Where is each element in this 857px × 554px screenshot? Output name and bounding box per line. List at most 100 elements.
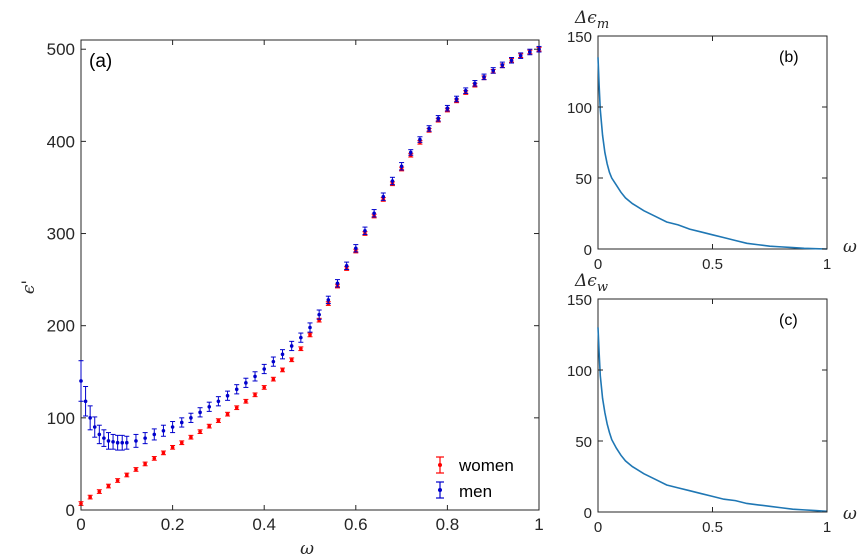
women-point — [143, 462, 147, 466]
men-point — [102, 436, 106, 440]
panel-a-ytick-label: 400 — [47, 132, 75, 151]
women-point — [299, 346, 303, 351]
men-point — [179, 420, 184, 425]
men-point — [143, 436, 147, 440]
women-point — [134, 467, 138, 472]
women-point — [253, 393, 257, 397]
men-point — [299, 335, 303, 340]
panel-c-ylabel-main: Δϵ — [574, 271, 597, 291]
men-point — [216, 399, 221, 404]
panel-b-ytick-label: 0 — [584, 242, 592, 259]
panel-a-ytick-label: 0 — [66, 501, 75, 520]
legend-men-label: men — [459, 482, 492, 501]
men-point — [92, 425, 97, 429]
panel-b-ticks: 0 0.5 1 0 50 100 150 — [567, 29, 831, 273]
women-point — [198, 429, 202, 434]
panel-c-ytick-label: 0 — [584, 505, 592, 522]
panel-b-xtick-label: 1 — [823, 256, 831, 273]
women-point — [106, 484, 111, 488]
women-point — [79, 501, 83, 506]
men-point — [473, 81, 477, 86]
men-point — [189, 416, 193, 420]
panel-c-label: (c) — [779, 312, 798, 329]
men-point — [509, 58, 514, 63]
panel-c-ytick-label: 50 — [575, 434, 592, 451]
women-point — [170, 445, 175, 450]
women-point — [262, 385, 267, 390]
panel-a-ytick-label: 100 — [47, 409, 75, 428]
women-point — [189, 435, 193, 439]
panel-b-ylabel: Δϵm — [574, 8, 609, 32]
legend-women-label: women — [458, 456, 514, 475]
men-point — [207, 404, 212, 409]
panel-a-xlabel: ω — [300, 539, 314, 554]
men-point — [482, 75, 486, 79]
legend-men-marker — [438, 488, 442, 492]
panel-b-marks — [597, 57, 828, 250]
panel-b-xtick-label: 0 — [594, 256, 602, 273]
panel-b-xlabel: ω — [843, 237, 857, 257]
legend-women-marker — [438, 463, 442, 467]
panel-b: 0 0.5 1 0 50 100 150 (b) Δϵm ω — [567, 8, 857, 273]
women-point — [88, 495, 92, 499]
men-point — [280, 352, 285, 357]
panel-b-ytick-label: 100 — [567, 100, 592, 117]
legend: women men — [436, 456, 514, 501]
men-point — [79, 379, 83, 383]
panel-c-ylabel-sub: w — [597, 280, 608, 295]
panel-a-ytick-label: 500 — [47, 40, 75, 59]
panel-c-marks — [597, 327, 828, 513]
men-point — [234, 387, 239, 392]
men-point — [344, 263, 349, 268]
panel-c: 0 0.5 1 0 50 100 150 (c) Δϵw ω — [567, 271, 857, 536]
panel-a-label: (a) — [89, 51, 112, 72]
panel-c-xtick-label: 0 — [594, 519, 602, 536]
women-point — [179, 440, 184, 445]
panel-b-ylabel-sub: m — [597, 17, 609, 32]
men-point — [326, 298, 331, 302]
women-point — [125, 473, 129, 477]
men-point — [427, 126, 431, 131]
women-point — [234, 405, 239, 410]
women-point — [115, 478, 120, 483]
panel-b-ytick-label: 50 — [575, 171, 592, 188]
panel-c-series-line — [597, 327, 828, 513]
men-point — [115, 440, 120, 445]
men-point — [271, 359, 276, 364]
women-point — [308, 333, 312, 337]
men-point — [491, 68, 496, 73]
women-point — [289, 357, 294, 362]
panel-a-ytick-label: 200 — [47, 317, 75, 336]
panel-b-series-line — [597, 57, 828, 250]
men-point — [106, 439, 111, 443]
panel-b-label: (b) — [779, 49, 799, 66]
men-point — [225, 393, 230, 398]
men-point — [518, 53, 523, 58]
men-point — [289, 344, 294, 348]
men-point — [134, 439, 138, 443]
women-point — [161, 451, 166, 455]
panel-a-ytick-label: 300 — [47, 225, 75, 244]
panel-c-xtick-label: 1 — [823, 519, 831, 536]
panel-a-xtick-label: 0.4 — [252, 515, 276, 534]
panel-a-xtick-label: 0 — [76, 515, 85, 534]
men-point — [125, 440, 129, 445]
panel-c-ytick-label: 100 — [567, 363, 592, 380]
women-point — [152, 456, 157, 461]
men-point — [88, 416, 92, 420]
men-point — [308, 325, 312, 330]
men-point — [390, 179, 395, 183]
men-point — [244, 381, 248, 385]
panel-b-ytick-label: 150 — [567, 29, 592, 46]
panel-a-frame — [80, 39, 540, 511]
women-point — [207, 424, 212, 428]
men-point — [170, 425, 175, 429]
men-point — [463, 88, 468, 93]
women-point — [271, 377, 276, 381]
panel-b-frame — [597, 35, 828, 250]
panel-a-xtick-label: 0.6 — [344, 515, 368, 534]
women-point — [225, 412, 230, 416]
panel-a-xtick-label: 0.8 — [436, 515, 460, 534]
men-point — [97, 432, 102, 437]
